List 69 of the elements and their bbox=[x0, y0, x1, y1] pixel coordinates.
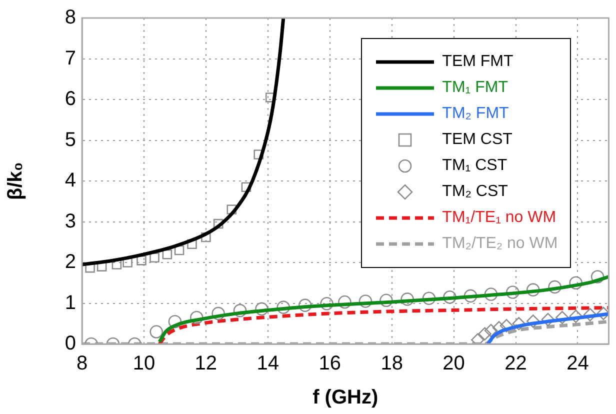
point bbox=[512, 316, 526, 330]
point bbox=[478, 327, 492, 340]
x-tick-label: 16 bbox=[318, 352, 341, 375]
legend-label: TM₂ FMT bbox=[442, 105, 509, 123]
x-tick-label: 10 bbox=[132, 352, 156, 375]
point bbox=[276, 300, 290, 314]
x-tick-label: 18 bbox=[380, 352, 403, 375]
y-tick-label: 4 bbox=[64, 170, 76, 192]
point bbox=[380, 294, 393, 308]
y-tick-label: 5 bbox=[64, 128, 76, 151]
point bbox=[541, 312, 555, 326]
y-tick-label: 2 bbox=[64, 251, 76, 274]
x-tick-label: 20 bbox=[442, 352, 465, 375]
legend-label: TM₂/TE₂ no WM bbox=[442, 235, 558, 253]
y-tick-label: 0 bbox=[64, 332, 76, 355]
legend-label: TM₁ CST bbox=[442, 157, 508, 175]
legend-label: TEM CST bbox=[442, 131, 512, 149]
point bbox=[358, 294, 372, 308]
point bbox=[150, 325, 164, 338]
point bbox=[338, 295, 352, 309]
point bbox=[583, 308, 597, 322]
point bbox=[241, 182, 252, 192]
point bbox=[422, 292, 436, 306]
point bbox=[470, 333, 484, 344]
point bbox=[569, 276, 583, 290]
point bbox=[464, 289, 478, 303]
point bbox=[162, 249, 172, 260]
legend-label: TM₁ FMT bbox=[442, 79, 508, 97]
point bbox=[556, 310, 569, 324]
y-tick-label: 1 bbox=[64, 292, 76, 314]
point bbox=[213, 218, 224, 229]
x-tick-label: 12 bbox=[194, 352, 218, 375]
legend-label: TM₁/TE₁ no WM bbox=[442, 209, 556, 227]
point bbox=[569, 310, 583, 323]
point bbox=[150, 252, 160, 263]
point bbox=[255, 302, 268, 316]
point bbox=[233, 304, 247, 318]
y-tick-label: 3 bbox=[64, 210, 76, 232]
x-axis-title: f (GHz) bbox=[312, 386, 378, 409]
point bbox=[136, 256, 146, 266]
point bbox=[484, 288, 498, 301]
point bbox=[548, 280, 562, 294]
point bbox=[596, 306, 609, 320]
point bbox=[526, 314, 540, 328]
point bbox=[254, 150, 264, 160]
point bbox=[500, 319, 514, 332]
point bbox=[506, 286, 520, 299]
point bbox=[400, 292, 414, 306]
line-series bbox=[158, 306, 609, 344]
legend-label: TM₂ CST bbox=[442, 183, 508, 201]
point bbox=[201, 232, 211, 242]
point bbox=[212, 306, 225, 320]
point bbox=[443, 290, 456, 304]
y-axis-title: β/k₀ bbox=[4, 162, 27, 200]
x-tick-label: 24 bbox=[566, 352, 589, 375]
point bbox=[226, 204, 237, 214]
point bbox=[190, 310, 204, 324]
point bbox=[320, 297, 334, 310]
y-tick-label: 7 bbox=[64, 47, 76, 70]
y-tick-label: 6 bbox=[64, 88, 76, 110]
x-tick-label: 14 bbox=[256, 352, 280, 375]
y-tick-label: 8 bbox=[64, 6, 76, 29]
point bbox=[590, 270, 604, 284]
x-tick-label: 22 bbox=[504, 352, 527, 375]
legend-label: TEM FMT bbox=[442, 53, 514, 71]
point bbox=[526, 283, 540, 296]
point bbox=[168, 314, 182, 328]
point bbox=[484, 324, 498, 338]
point bbox=[298, 298, 312, 312]
